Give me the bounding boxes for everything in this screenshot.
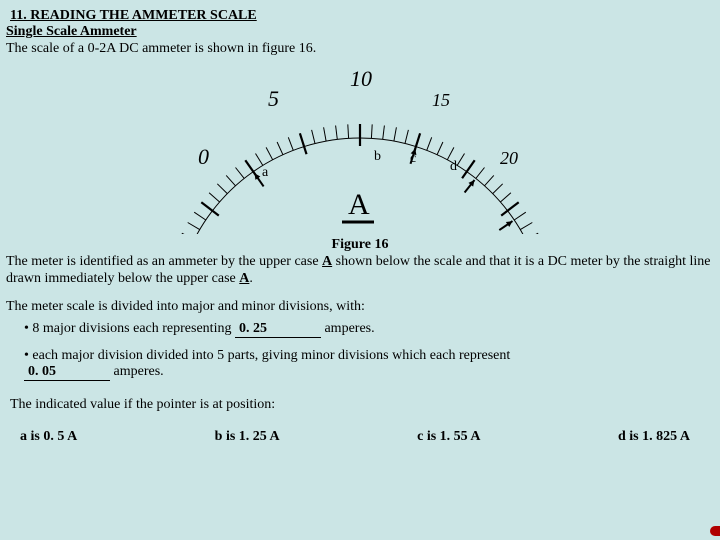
bullet-list: • 8 major divisions each representing 0.… bbox=[0, 315, 720, 381]
answer-c: c is 1. 55 A bbox=[417, 429, 480, 445]
bullet2-blank: 0. 05 bbox=[24, 364, 110, 381]
intro-text: The scale of a 0-2A DC ammeter is shown … bbox=[0, 40, 720, 58]
desc-part1: The meter is identified as an ammeter by… bbox=[6, 254, 322, 269]
tick-label-5: 5 bbox=[268, 86, 279, 111]
section-title: 11. READING THE AMMETER SCALE bbox=[0, 0, 720, 24]
divisions-intro: The meter scale is divided into major an… bbox=[0, 298, 720, 316]
tick-label-10: 10 bbox=[350, 66, 372, 91]
ammeter-symbol-A: A bbox=[348, 188, 370, 221]
figure-16: 0 5 10 15 20 a b c d A Figure 16 bbox=[0, 64, 720, 253]
bullet1-after: amperes. bbox=[321, 321, 375, 336]
answer-d: d is 1. 825 A bbox=[618, 429, 690, 445]
answers-row: a is 0. 5 A b is 1. 25 A c is 1. 55 A d … bbox=[0, 413, 720, 445]
bullet-2: • each major division divided into 5 par… bbox=[24, 348, 714, 381]
bullet1-before: • 8 major divisions each representing bbox=[24, 321, 235, 336]
section-subtitle: Single Scale Ammeter bbox=[0, 24, 720, 40]
pointer-a-label: a bbox=[262, 165, 269, 180]
indicated-intro: The indicated value if the pointer is at… bbox=[0, 391, 720, 413]
figure-caption: Figure 16 bbox=[0, 237, 720, 253]
ammeter-scale-svg: 0 5 10 15 20 a b c d A bbox=[170, 64, 550, 234]
desc-part3: . bbox=[249, 271, 253, 286]
bullet2-after: amperes. bbox=[110, 364, 164, 379]
pointer-d-label: d bbox=[450, 159, 457, 174]
tick-label-20: 20 bbox=[500, 148, 518, 168]
tick-label-15: 15 bbox=[432, 90, 450, 110]
pointer-b-label: b bbox=[374, 149, 381, 164]
bullet-1: • 8 major divisions each representing 0.… bbox=[24, 321, 714, 338]
ammeter-description: The meter is identified as an ammeter by… bbox=[0, 253, 720, 288]
bold-A-1: A bbox=[322, 254, 332, 269]
nav-dot-icon bbox=[710, 526, 720, 536]
pointer-c-label: c bbox=[410, 151, 416, 166]
bold-A-2: A bbox=[239, 271, 249, 286]
tick-label-0: 0 bbox=[198, 144, 209, 169]
answer-a: a is 0. 5 A bbox=[20, 429, 77, 445]
answer-b: b is 1. 25 A bbox=[215, 429, 280, 445]
bullet1-blank: 0. 25 bbox=[235, 321, 321, 338]
bullet2-line1: • each major division divided into 5 par… bbox=[24, 348, 510, 363]
